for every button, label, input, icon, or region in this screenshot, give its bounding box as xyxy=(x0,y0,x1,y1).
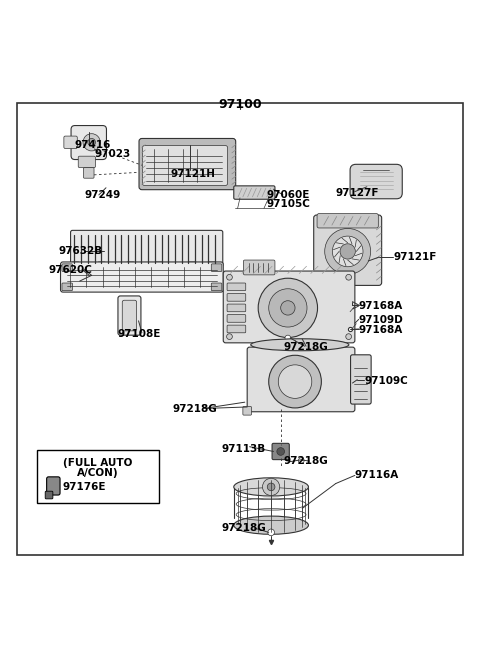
FancyBboxPatch shape xyxy=(234,186,275,199)
FancyBboxPatch shape xyxy=(98,262,106,269)
Text: A/CON): A/CON) xyxy=(77,468,119,478)
Circle shape xyxy=(340,244,355,259)
Text: 97109C: 97109C xyxy=(364,376,408,386)
Text: 97249: 97249 xyxy=(84,190,120,200)
FancyBboxPatch shape xyxy=(189,262,196,269)
FancyBboxPatch shape xyxy=(60,262,223,292)
Circle shape xyxy=(227,334,232,340)
Text: 97176E: 97176E xyxy=(63,482,107,492)
Circle shape xyxy=(83,134,100,151)
FancyBboxPatch shape xyxy=(47,477,60,495)
FancyBboxPatch shape xyxy=(350,355,371,404)
Text: 97632B: 97632B xyxy=(58,247,102,256)
Ellipse shape xyxy=(234,478,309,496)
Bar xyxy=(36,450,158,502)
Circle shape xyxy=(278,365,312,398)
FancyBboxPatch shape xyxy=(122,300,137,331)
FancyBboxPatch shape xyxy=(227,304,246,312)
FancyBboxPatch shape xyxy=(223,271,355,343)
Circle shape xyxy=(277,447,285,455)
FancyBboxPatch shape xyxy=(72,262,79,269)
Text: 97218G: 97218G xyxy=(283,342,328,352)
Circle shape xyxy=(346,274,351,280)
FancyBboxPatch shape xyxy=(272,443,289,460)
FancyBboxPatch shape xyxy=(350,164,402,199)
Circle shape xyxy=(285,335,291,341)
Circle shape xyxy=(263,478,280,495)
FancyBboxPatch shape xyxy=(317,214,378,228)
Text: 97620C: 97620C xyxy=(48,264,93,275)
Ellipse shape xyxy=(251,338,349,351)
FancyBboxPatch shape xyxy=(208,262,216,269)
FancyBboxPatch shape xyxy=(227,325,246,333)
FancyBboxPatch shape xyxy=(227,293,246,301)
FancyBboxPatch shape xyxy=(243,407,252,415)
FancyBboxPatch shape xyxy=(84,168,94,178)
Text: 97416: 97416 xyxy=(75,140,111,150)
FancyBboxPatch shape xyxy=(247,347,355,412)
Text: 97218G: 97218G xyxy=(173,404,218,415)
FancyBboxPatch shape xyxy=(45,491,53,499)
Text: 97113B: 97113B xyxy=(222,443,266,453)
Text: 97116A: 97116A xyxy=(355,470,399,480)
FancyBboxPatch shape xyxy=(211,264,222,272)
FancyBboxPatch shape xyxy=(227,283,246,291)
Circle shape xyxy=(281,300,295,315)
Circle shape xyxy=(332,236,363,267)
Text: 97121H: 97121H xyxy=(170,169,216,179)
FancyBboxPatch shape xyxy=(314,215,382,285)
FancyBboxPatch shape xyxy=(243,260,275,275)
Circle shape xyxy=(324,228,371,274)
FancyBboxPatch shape xyxy=(139,138,236,190)
Text: 97108E: 97108E xyxy=(118,329,161,338)
Text: 97121F: 97121F xyxy=(393,252,436,262)
Circle shape xyxy=(268,529,275,536)
Text: 97105C: 97105C xyxy=(266,199,310,209)
Circle shape xyxy=(258,278,318,338)
FancyBboxPatch shape xyxy=(227,315,246,322)
FancyBboxPatch shape xyxy=(71,230,223,267)
Text: 97218G: 97218G xyxy=(222,523,266,533)
Text: 97168A: 97168A xyxy=(359,301,403,311)
Text: 97218G: 97218G xyxy=(283,456,328,466)
Text: 97023: 97023 xyxy=(94,150,130,159)
Text: 97168A: 97168A xyxy=(359,325,403,335)
Circle shape xyxy=(269,289,307,327)
Text: 97060E: 97060E xyxy=(266,190,310,200)
FancyBboxPatch shape xyxy=(118,296,141,335)
Circle shape xyxy=(299,458,304,463)
Circle shape xyxy=(269,356,322,408)
Text: 97127F: 97127F xyxy=(336,188,379,198)
Text: 97109D: 97109D xyxy=(359,316,404,325)
Circle shape xyxy=(88,138,96,146)
FancyBboxPatch shape xyxy=(71,125,107,159)
Text: (FULL AUTO: (FULL AUTO xyxy=(63,459,132,468)
Ellipse shape xyxy=(234,516,309,534)
FancyBboxPatch shape xyxy=(156,262,163,269)
Text: 97100: 97100 xyxy=(218,98,262,112)
FancyBboxPatch shape xyxy=(62,283,72,291)
FancyBboxPatch shape xyxy=(143,146,228,186)
FancyBboxPatch shape xyxy=(62,264,72,272)
Circle shape xyxy=(346,334,351,340)
Circle shape xyxy=(227,274,232,280)
FancyBboxPatch shape xyxy=(127,262,134,269)
Circle shape xyxy=(267,483,275,491)
FancyBboxPatch shape xyxy=(64,136,77,148)
FancyBboxPatch shape xyxy=(211,283,222,291)
FancyBboxPatch shape xyxy=(78,156,96,168)
